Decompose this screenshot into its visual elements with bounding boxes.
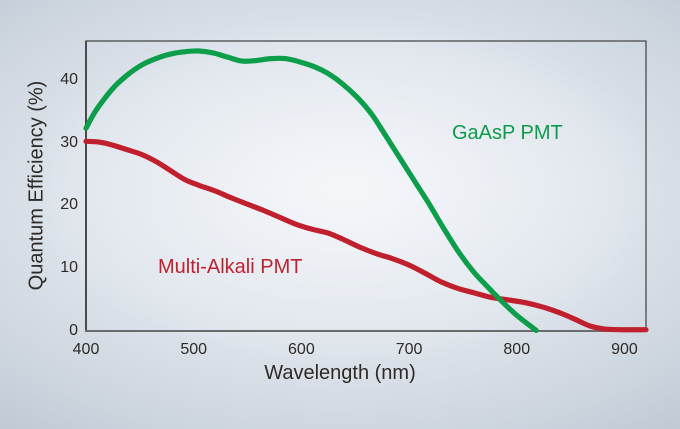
y-tick-label: 20 <box>60 196 78 214</box>
y-tick-label: 0 <box>69 322 78 339</box>
x-tick-label: 700 <box>395 341 423 358</box>
series-label-gaasp: GaAsP PMT <box>452 122 563 144</box>
x-tick-label: 500 <box>180 341 208 358</box>
x-tick-label: 400 <box>72 341 100 358</box>
y-tick-label: 10 <box>60 259 78 277</box>
y-tick-label: 30 <box>60 133 78 151</box>
series-label-multi-alkali: Multi-Alkali PMT <box>158 256 303 278</box>
plot-border <box>85 40 647 332</box>
gaasp-curve <box>83 48 539 333</box>
y-tick-label: 40 <box>60 70 78 88</box>
x-tick-label: 900 <box>611 341 638 358</box>
multi-alkali-curve <box>83 138 649 333</box>
x-axis-title: Wavelength (nm) <box>264 362 416 384</box>
x-tick-label: 600 <box>288 341 315 358</box>
x-tick-label: 800 <box>503 341 531 358</box>
